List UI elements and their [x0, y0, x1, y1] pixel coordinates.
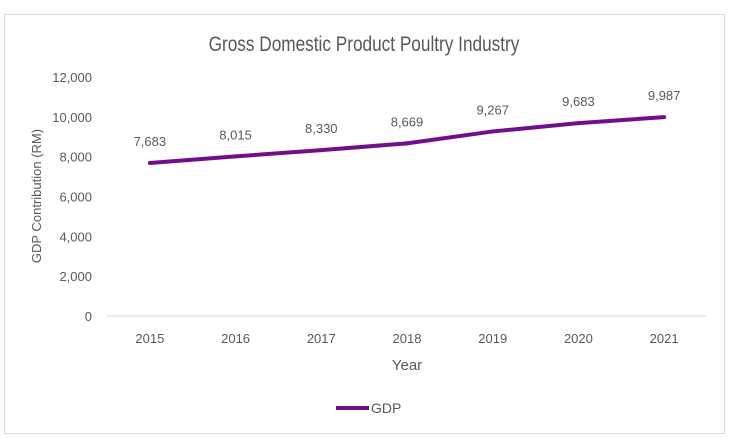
data-label: 8,669 [391, 114, 424, 129]
series-line-segment [233, 148, 324, 159]
x-tick-label: 2015 [135, 331, 164, 346]
x-tick-label: 2020 [564, 331, 593, 346]
data-label: 7,683 [134, 134, 167, 149]
y-tick-label: 6,000 [59, 190, 92, 205]
x-tick-label: 2019 [478, 331, 507, 346]
y-axis-label: GDP Contribution (RM) [29, 129, 44, 263]
series-line-segment [576, 115, 667, 126]
y-tick-label: 2,000 [59, 269, 92, 284]
x-tick-label: 2017 [307, 331, 336, 346]
series-line-segment [147, 154, 238, 165]
y-tick-label: 4,000 [59, 229, 92, 244]
y-tick-label: 8,000 [59, 150, 92, 165]
y-tick-label: 12,000 [52, 70, 92, 85]
chart-title: Gross Domestic Product Poultry Industry [209, 34, 520, 57]
series-line-segment [319, 141, 409, 153]
data-label: 8,015 [219, 127, 252, 142]
data-label: 8,330 [305, 121, 338, 136]
y-tick-label: 0 [85, 309, 92, 324]
legend-label-gdp: GDP [371, 400, 401, 416]
data-label: 9,683 [562, 94, 595, 109]
x-tick-label: 2018 [393, 331, 422, 346]
series-line-segment [490, 121, 581, 134]
y-tick-label: 10,000 [52, 110, 92, 125]
x-axis-label: Year [392, 357, 422, 374]
data-label: 9,267 [476, 102, 509, 117]
chart-frame [4, 14, 725, 434]
data-label: 9,987 [648, 88, 681, 103]
x-tick-label: 2016 [221, 331, 250, 346]
series-line-segment [405, 129, 495, 146]
x-tick-label: 2021 [650, 331, 679, 346]
